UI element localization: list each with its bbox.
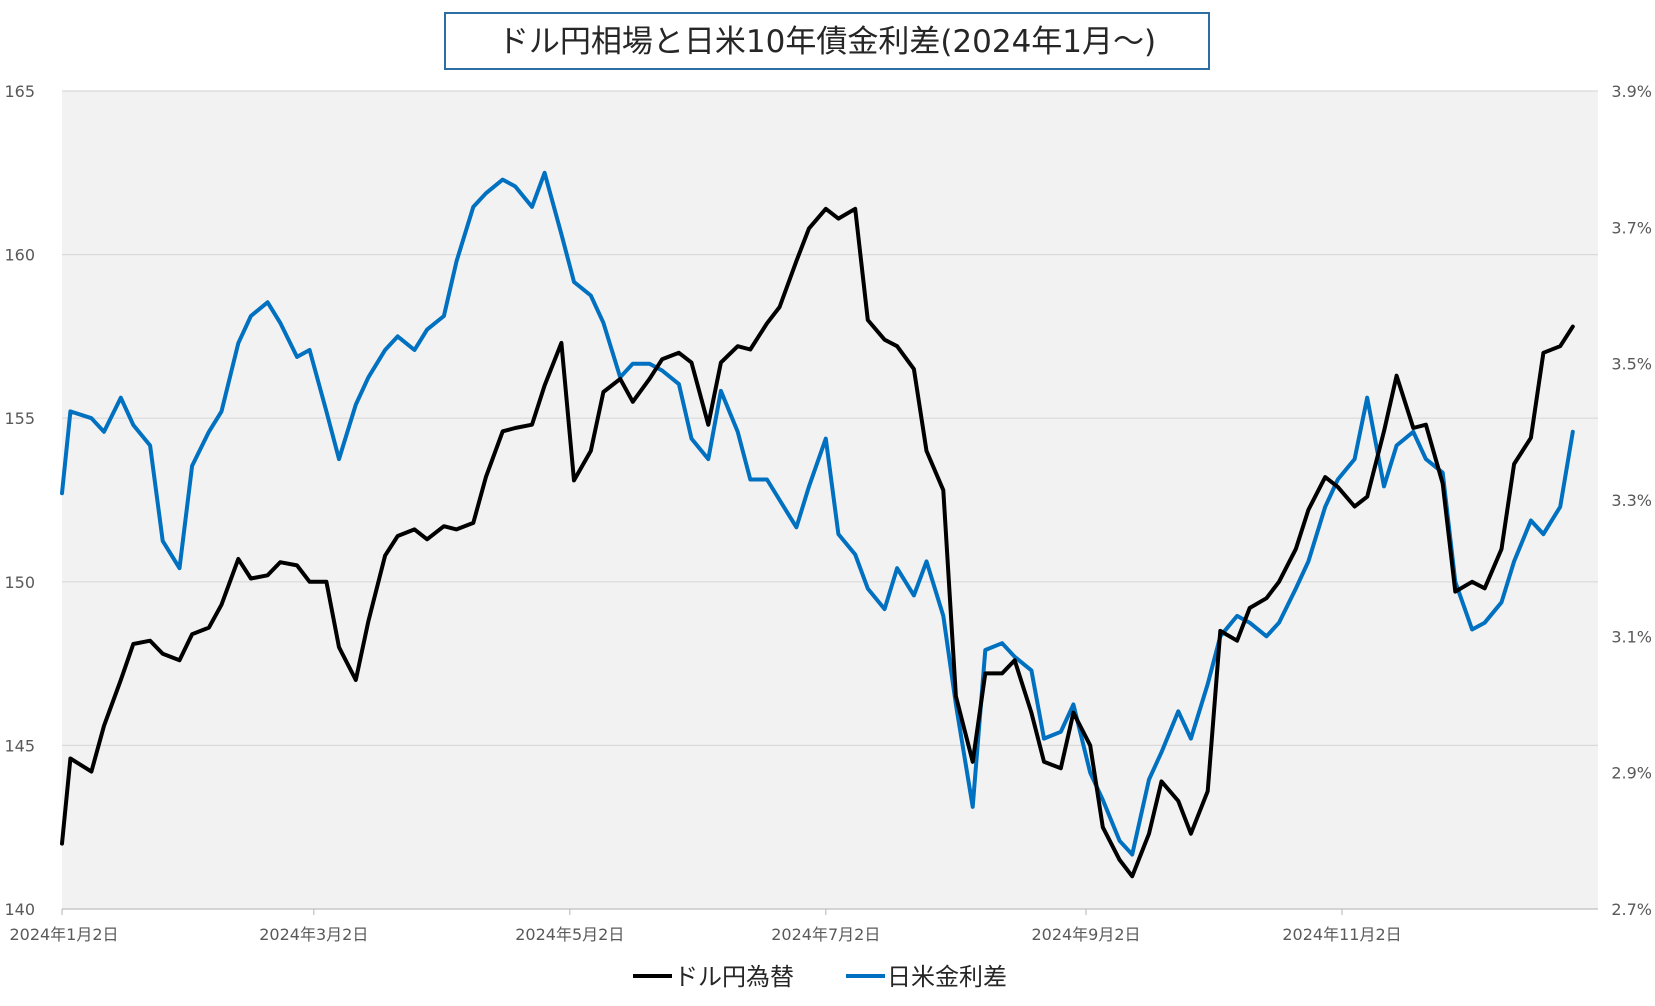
series-line-usdjpy <box>60 206 1575 879</box>
y-right-tick-label: 3.5% <box>1611 355 1652 374</box>
y-left-tick-label: 145 <box>4 736 35 755</box>
legend-label-rate-spread: 日米金利差 <box>887 963 1007 991</box>
x-tick-label: 2024年1月2日 <box>9 925 118 944</box>
plot-area <box>62 91 1598 909</box>
series-line-rate-spread <box>60 170 1575 857</box>
y-right-tick-label: 3.7% <box>1611 218 1652 237</box>
y-right-tick-label: 3.3% <box>1611 491 1652 510</box>
y-left-tick-label: 150 <box>4 573 35 592</box>
y-left-tick-label: 155 <box>4 409 35 428</box>
x-tick-label: 2024年9月2日 <box>1031 925 1140 944</box>
y-right-tick-label: 2.9% <box>1611 764 1652 783</box>
legend: ドル円為替 日米金利差 <box>633 963 1007 991</box>
y-right-tick-label: 2.7% <box>1611 900 1652 919</box>
y-left-tick-label: 165 <box>4 82 35 101</box>
x-tick-label: 2024年5月2日 <box>515 925 624 944</box>
y-right-tick-label: 3.1% <box>1611 627 1652 646</box>
legend-label-usdjpy: ドル円為替 <box>674 963 794 991</box>
x-tick-label: 2024年3月2日 <box>259 925 368 944</box>
gridlines <box>62 90 1598 747</box>
x-tick-label: 2024年11月2日 <box>1282 925 1401 944</box>
x-tick-label: 2024年7月2日 <box>771 925 880 944</box>
y-left-tick-label: 160 <box>4 246 35 265</box>
axes: 140 145 150 155 160 165 2.7% 2.9% 3.1% 3.3% 3.5% 3.… <box>4 82 1652 944</box>
y-left-tick-label: 140 <box>4 900 35 919</box>
title-box <box>444 12 1210 70</box>
chart-title: ドル円相場と日米10年債金利差(2024年1月～) <box>498 24 1156 60</box>
series-lines <box>60 170 1575 879</box>
y-right-tick-label: 3.9% <box>1611 82 1652 101</box>
